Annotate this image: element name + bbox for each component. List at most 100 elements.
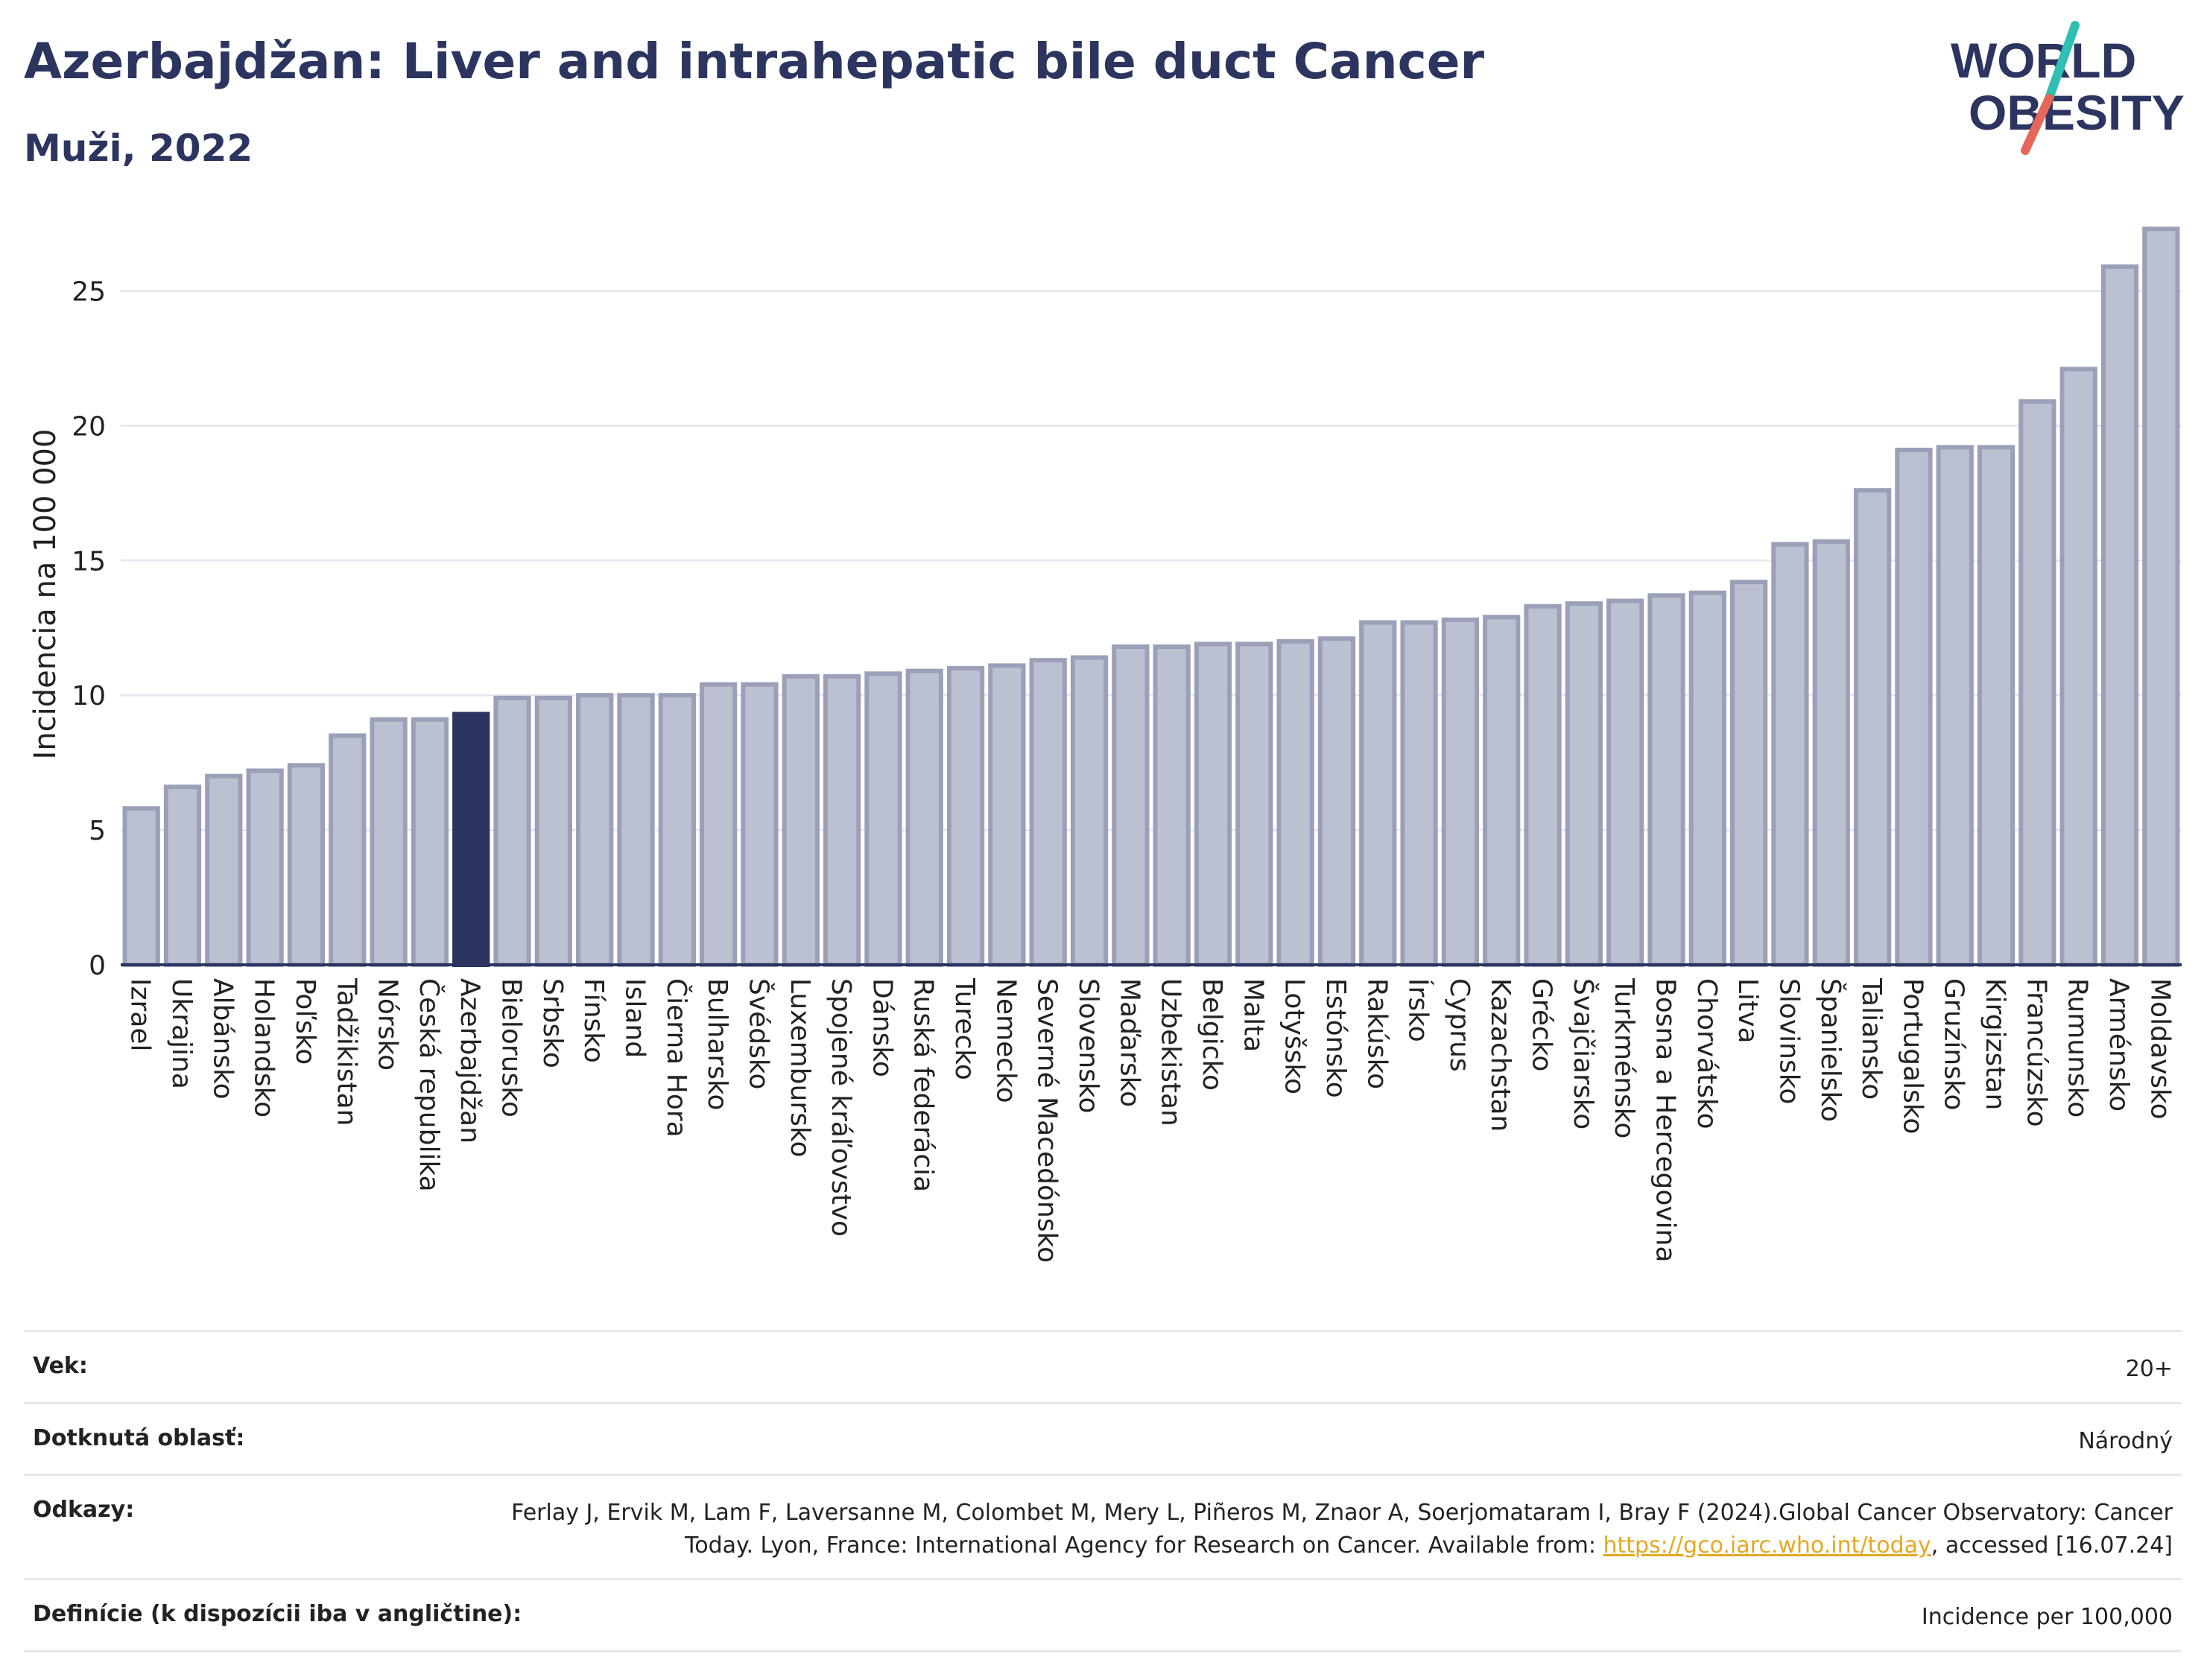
metadata-table: Vek: 20+ Dotknutá oblasť: Národný Odkazy… [24, 1330, 2182, 1652]
x-tick-label: Dánsko [867, 978, 897, 1077]
bar-Írsko [1400, 620, 1438, 967]
x-tick-label: Švajčiarsko [1568, 978, 1599, 1129]
logo-line2: OBESITY [1969, 85, 2185, 140]
x-tick-label: Litva [1732, 978, 1763, 1044]
x-tick-label: Čierna Hora [661, 978, 692, 1138]
bar-Azerbajdžan [452, 711, 490, 967]
bar-Nemecko [988, 663, 1026, 968]
x-tick-label: Turecko [949, 977, 980, 1080]
bar-Portugalsko [1895, 447, 1933, 967]
y-axis-label: Incidencia na 100 000 [28, 429, 63, 760]
refs-value: Ferlay J, Ervik M, Lam F, Laversanne M, … [444, 1497, 2173, 1562]
bar-Cyprus [1441, 617, 1480, 967]
bar-Kirgizstan [1977, 445, 2015, 967]
bar-Rumunsko [2059, 367, 2097, 967]
bar-Maďarsko [1112, 644, 1150, 968]
x-tick-label: Cyprus [1444, 978, 1475, 1072]
bar-Bosna a Hercegovina [1647, 593, 1685, 967]
x-tick-label: Srbsko [537, 978, 568, 1068]
logo-line1: WORLD [1951, 33, 2136, 88]
logo-slash-teal [2045, 21, 2080, 103]
bar-Švajčiarsko [1565, 601, 1603, 967]
bar-Slovinsko [1771, 542, 1809, 967]
x-tick-label: Moldavsko [2144, 978, 2175, 1120]
bar-Slovensko [1070, 655, 1109, 967]
bar-Belgicko [1194, 641, 1232, 967]
x-tick-label: Švédsko [743, 978, 774, 1090]
bar-Uzbekistan [1153, 644, 1191, 968]
x-tick-label: Bielorusko [496, 978, 527, 1118]
bar-Srbsko [534, 695, 572, 967]
bar-Česká republika [411, 717, 449, 968]
x-tick-label: Bulharsko [702, 978, 732, 1111]
bar-Nórsko [370, 717, 408, 968]
x-tick-label: Rakúsko [1361, 978, 1392, 1089]
x-tick-label: Fínsko [578, 978, 609, 1063]
bar-Kazachstan [1483, 615, 1521, 967]
y-tick-label: 20 [72, 411, 106, 442]
bar-Turkménsko [1606, 598, 1644, 968]
x-tick-label: Slovensko [1073, 978, 1103, 1114]
bar-Poľsko [287, 763, 326, 967]
bar-Dánsko [864, 671, 902, 968]
definitions-label: Definície (k dispozícii iba v angličtine… [33, 1601, 522, 1627]
bar-Spojené kráľovstvo [823, 673, 861, 967]
x-tick-label: Albánsko [207, 978, 238, 1100]
x-axis-labels: Izrael Ukrajina Albánsko Holandsko Poľsko Tad… [125, 977, 2176, 1263]
chart-title: Azerbajdžan: Liver and intrahepatic bile… [24, 33, 1485, 90]
bar-Grécko [1524, 603, 1562, 967]
y-tick-label: 15 [72, 546, 106, 577]
x-tick-label: Maďarsko [1114, 978, 1144, 1107]
bar-Chorvátsko [1688, 590, 1726, 967]
bars [122, 226, 2180, 968]
bar-Litva [1730, 580, 1768, 967]
age-value: 20+ [2125, 1356, 2173, 1382]
x-tick-label: Ukrajina [166, 978, 197, 1089]
bar-Moldavsko [2142, 226, 2180, 967]
meta-row-area: Dotknutá oblasť: Národný [24, 1404, 2182, 1476]
x-tick-label: Rumunsko [2062, 978, 2093, 1118]
bar-Arménsko [2100, 264, 2139, 967]
bar-Holandsko [246, 768, 284, 968]
x-tick-label: Tadžikistan [331, 977, 361, 1126]
y-tick-label: 5 [89, 816, 106, 846]
bar-Taliansko [1853, 488, 1892, 967]
bar-Luxembursko [782, 673, 820, 967]
bar-Island [617, 693, 655, 967]
y-tick-label: 10 [72, 681, 106, 711]
x-tick-label: Estónsko [1320, 978, 1351, 1098]
meta-row-refs: Odkazy: Ferlay J, Ervik M, Lam F, Lavers… [24, 1476, 2182, 1580]
bar-Albánsko [205, 773, 243, 968]
bar-Francúzsko [2018, 399, 2056, 967]
area-label: Dotknutá oblasť: [33, 1424, 245, 1451]
y-axis-ticks: 0 5 10 15 20 25 [72, 276, 106, 981]
x-tick-label: Turkménsko [1609, 977, 1639, 1138]
bar-Rakúsko [1359, 620, 1397, 967]
bar-Španielsko [1812, 539, 1850, 967]
x-tick-label: Malta [1238, 978, 1268, 1052]
x-tick-label: Holandsko [249, 978, 279, 1118]
age-label: Vek: [33, 1353, 88, 1379]
bar-Izrael [122, 806, 160, 968]
x-tick-label: Portugalsko [1897, 978, 1928, 1134]
logo-slash-red [2021, 94, 2053, 155]
refs-after: , accessed [16.07.24] [1931, 1532, 2173, 1559]
x-tick-label: Poľsko [290, 978, 320, 1065]
x-tick-label: Grécko [1527, 978, 1557, 1071]
bar-Bulharsko [700, 682, 738, 968]
x-tick-label: Slovinsko [1773, 978, 1804, 1104]
x-tick-label: Kazachstan [1485, 978, 1516, 1132]
x-tick-label: Arménsko [2103, 978, 2134, 1112]
y-tick-label: 0 [89, 951, 106, 981]
bar-Tadžikistan [329, 733, 367, 967]
x-tick-label: Kirgizstan [1980, 978, 2010, 1110]
x-tick-label: Nemecko [990, 978, 1021, 1103]
chart-subtitle: Muži, 2022 [24, 127, 253, 170]
y-tick-label: 25 [72, 276, 106, 307]
definitions-value: Incidence per 100,000 [1921, 1604, 2173, 1630]
refs-link[interactable]: https://gco.iarc.who.int/today [1603, 1532, 1931, 1559]
x-tick-label: Nórsko [373, 978, 403, 1071]
bar-Severné Macedónsko [1029, 658, 1067, 967]
bar-chart: 0 5 10 15 20 25 Izrael Ukrajina Albánsko Holands… [28, 226, 2182, 1263]
x-tick-label: Chorvátsko [1691, 978, 1722, 1129]
